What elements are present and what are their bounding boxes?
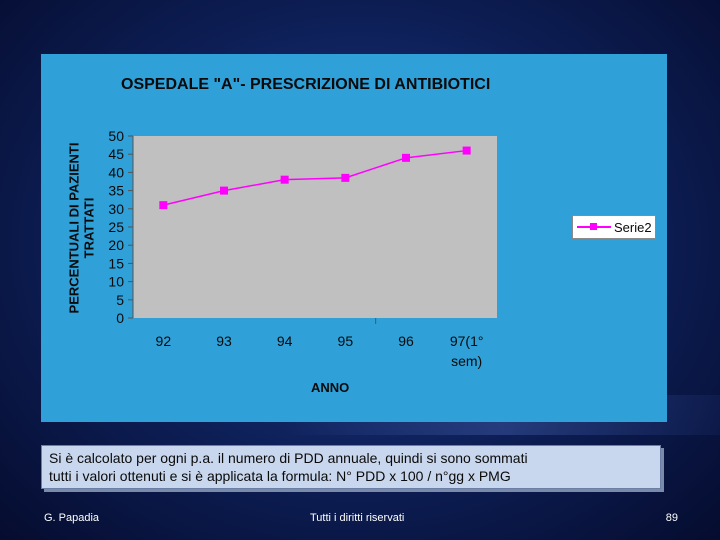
legend-label: Serie2: [614, 219, 652, 235]
x-axis-label: ANNO: [311, 380, 350, 395]
page-number: 89: [665, 512, 678, 524]
x-tick-label: 93: [216, 333, 232, 349]
footer-rights: Tutti i diritti riservati: [310, 512, 405, 524]
y-tick-label: 50: [108, 128, 124, 144]
series-line: [163, 149, 467, 206]
chart-panel: 0 5 10 15 20 25 30 35 40 45 50 92 93 94 95 96 97(1° sem) …: [41, 54, 667, 422]
y-tick-label: 10: [108, 274, 124, 290]
y-tick-label: 45: [108, 146, 124, 162]
legend-swatch: [577, 220, 611, 234]
y-tick-label: 30: [108, 201, 124, 217]
line-chart: 0 5 10 15 20 25 30 35 40 45 50 92 93 94 95 96 97(1° sem): [108, 128, 497, 369]
y-tick-label: 20: [108, 237, 124, 253]
y-axis-label-line-1: PERCENTUALI DI PAZIENTI: [66, 142, 81, 314]
data-point: [402, 153, 410, 162]
data-point: [341, 173, 350, 182]
plot-area: [133, 136, 497, 318]
x-tick-label: 95: [338, 333, 354, 349]
note-box: Si è calcolato per ogni p.a. il numero d…: [41, 445, 661, 489]
footer-author: G. Papadia: [44, 512, 100, 524]
data-point: [159, 201, 168, 210]
data-point: [462, 146, 471, 155]
note-line-2: tutti i valori ottenuti e si è applicata…: [49, 468, 511, 484]
data-point: [280, 175, 289, 184]
x-tick-label: 94: [277, 333, 293, 349]
y-tick-label: 35: [108, 183, 124, 199]
x-tick-label: 96: [398, 333, 414, 349]
data-point: [220, 186, 228, 195]
chart-title: OSPEDALE "A"- PRESCRIZIONE DI ANTIBIOTIC…: [121, 76, 491, 93]
y-tick-label: 5: [116, 292, 124, 308]
y-axis-label-line-2: TRATTATI: [81, 197, 96, 259]
note-line-1: Si è calcolato per ogni p.a. il numero d…: [49, 450, 528, 466]
x-tick-label: 97(1°: [450, 333, 484, 349]
x-tick-label: sem): [451, 353, 482, 369]
y-tick-label: 15: [108, 255, 124, 271]
y-tick-label: 25: [108, 219, 124, 235]
y-axis-label: PERCENTUALI DI PAZIENTI TRATTATI: [61, 118, 101, 338]
y-tick-label: 40: [108, 164, 124, 180]
legend: Serie2: [572, 215, 656, 239]
x-tick-label: 92: [156, 333, 172, 349]
y-tick-label: 0: [116, 310, 124, 326]
